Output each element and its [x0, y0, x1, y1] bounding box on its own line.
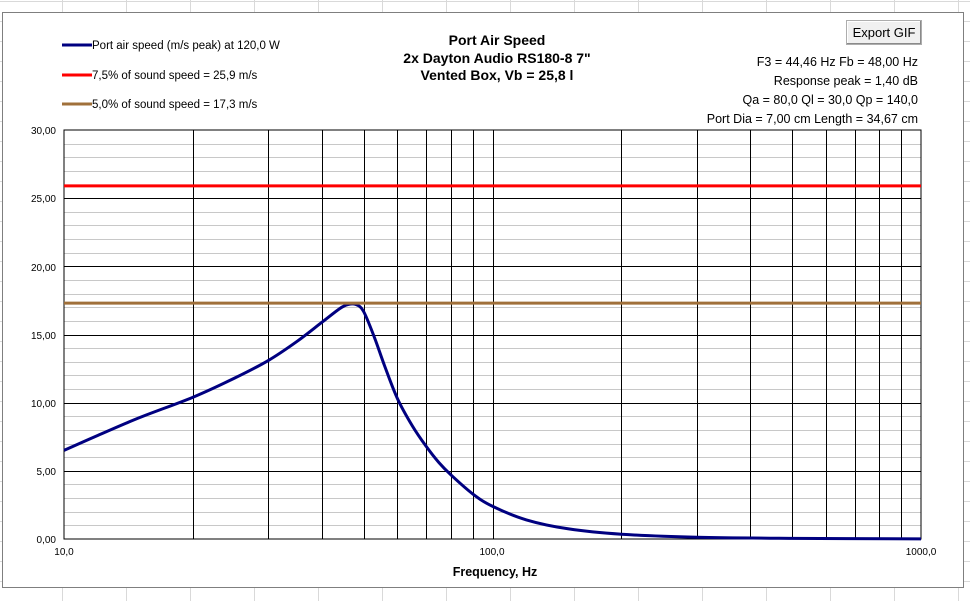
x-tick-label: 100,0 [479, 547, 504, 558]
chart-frame [2, 12, 964, 588]
legend: Port air speed (m/s peak) at 120,0 W 7,5… [62, 40, 280, 111]
series-layer [63, 184, 922, 541]
x-tick-label: 10,0 [54, 547, 74, 558]
title-block: Port Air Speed 2x Dayton Audio RS180-8 7… [403, 32, 590, 83]
export-gif-button[interactable]: Export GIF [846, 20, 922, 45]
info-port-dimensions: Port Dia = 7,00 cm Length = 34,67 cm [707, 112, 918, 126]
x-axis-ticks: 10,0 100,0 1000,0 [54, 547, 936, 558]
legend-label-five-percent: 5,0% of sound speed = 17,3 m/s [92, 99, 258, 111]
y-tick-label: 0,00 [37, 535, 57, 546]
chart-title: Port Air Speed [449, 32, 546, 48]
y-tick-label: 5,00 [37, 467, 57, 478]
port-air-speed-curve [63, 302, 922, 541]
x-axis-label: Frequency, Hz [453, 565, 538, 579]
info-f3-fb: F3 = 44,46 Hz Fb = 48,00 Hz [757, 55, 918, 69]
chart-subtitle-driver: 2x Dayton Audio RS180-8 7" [403, 50, 590, 66]
legend-label-port-air-speed: Port air speed (m/s peak) at 120,0 W [92, 40, 280, 52]
y-tick-label: 20,00 [31, 263, 56, 274]
y-axis-ticks: 0,00 5,00 10,00 15,00 20,00 25,00 30,00 [31, 126, 56, 546]
info-response-peak: Response peak = 1,40 dB [774, 74, 918, 88]
legend-label-seven-half-percent: 7,5% of sound speed = 25,9 m/s [92, 70, 258, 82]
y-tick-label: 30,00 [31, 126, 56, 137]
chart-subtitle-box: Vented Box, Vb = 25,8 l [421, 67, 574, 83]
info-block: F3 = 44,46 Hz Fb = 48,00 Hz Response pea… [707, 55, 918, 126]
y-tick-label: 10,00 [31, 399, 56, 410]
gridlines [64, 130, 921, 539]
x-tick-label: 1000,0 [906, 547, 937, 558]
plot-area-border [63, 129, 922, 540]
y-tick-label: 25,00 [31, 194, 56, 205]
y-tick-label: 15,00 [31, 331, 56, 342]
info-q-values: Qa = 80,0 Ql = 30,0 Qp = 140,0 [743, 93, 919, 107]
